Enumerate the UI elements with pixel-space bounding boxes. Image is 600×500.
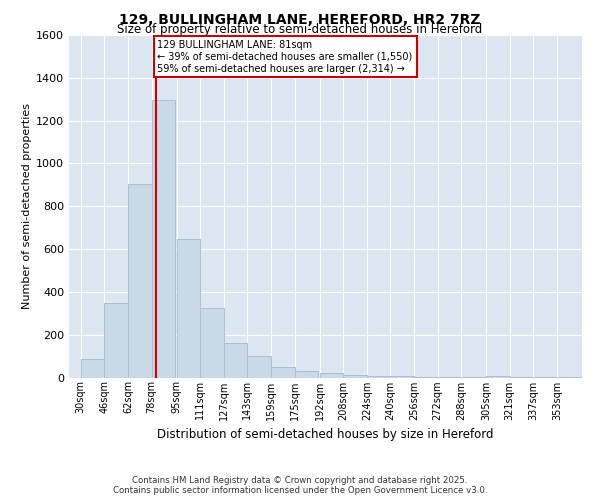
Bar — [391, 376, 414, 378]
Bar — [437, 377, 461, 378]
Bar — [176, 240, 200, 378]
Bar — [271, 367, 295, 378]
Text: Contains HM Land Registry data © Crown copyright and database right 2025.: Contains HM Land Registry data © Crown c… — [132, 476, 468, 485]
Bar — [486, 376, 510, 378]
Bar — [367, 376, 391, 378]
Bar — [320, 373, 343, 378]
Bar — [557, 377, 581, 378]
Bar — [200, 308, 224, 378]
Y-axis label: Number of semi-detached properties: Number of semi-detached properties — [22, 104, 32, 309]
Text: Size of property relative to semi-detached houses in Hereford: Size of property relative to semi-detach… — [118, 22, 482, 36]
Text: Contains public sector information licensed under the Open Government Licence v3: Contains public sector information licen… — [113, 486, 487, 495]
Bar — [414, 376, 437, 378]
Bar — [343, 375, 367, 378]
Bar — [128, 184, 152, 378]
Bar — [224, 343, 247, 378]
Bar — [152, 100, 175, 378]
Bar — [104, 302, 128, 378]
Bar — [81, 360, 104, 378]
Bar — [247, 356, 271, 378]
Text: 129, BULLINGHAM LANE, HEREFORD, HR2 7RZ: 129, BULLINGHAM LANE, HEREFORD, HR2 7RZ — [119, 12, 481, 26]
Bar — [295, 371, 318, 378]
X-axis label: Distribution of semi-detached houses by size in Hereford: Distribution of semi-detached houses by … — [157, 428, 494, 441]
Text: 129 BULLINGHAM LANE: 81sqm
← 39% of semi-detached houses are smaller (1,550)
59%: 129 BULLINGHAM LANE: 81sqm ← 39% of semi… — [157, 40, 413, 74]
